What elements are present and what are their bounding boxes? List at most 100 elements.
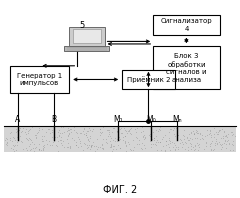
Point — [181, 142, 185, 145]
Point — [117, 135, 121, 138]
Point — [42, 146, 46, 149]
Point — [137, 143, 141, 146]
Point — [230, 130, 234, 133]
Point — [72, 128, 76, 131]
Point — [11, 148, 15, 151]
Point — [156, 129, 160, 132]
Point — [167, 146, 171, 149]
Point — [34, 133, 38, 136]
FancyBboxPatch shape — [72, 29, 101, 43]
Text: B: B — [51, 115, 56, 124]
Point — [16, 133, 20, 136]
Point — [127, 143, 131, 146]
Point — [198, 133, 202, 136]
Point — [50, 143, 54, 147]
Point — [111, 138, 114, 141]
Point — [186, 138, 190, 142]
Point — [177, 145, 180, 148]
Point — [10, 139, 14, 142]
Point — [225, 140, 229, 143]
Point — [128, 131, 132, 134]
Point — [148, 134, 152, 137]
Point — [54, 143, 58, 146]
Point — [5, 141, 9, 144]
Point — [147, 133, 151, 136]
Point — [193, 144, 197, 148]
Point — [176, 133, 180, 136]
Point — [37, 126, 41, 129]
Point — [90, 144, 94, 147]
Point — [98, 130, 102, 134]
Point — [119, 132, 123, 135]
Point — [86, 138, 90, 141]
Point — [124, 129, 128, 132]
Point — [209, 134, 213, 137]
Point — [178, 137, 182, 140]
Point — [124, 145, 128, 148]
Point — [166, 143, 170, 146]
Point — [79, 132, 83, 135]
Point — [79, 145, 83, 148]
Point — [176, 134, 180, 137]
Point — [131, 138, 135, 142]
Point — [26, 131, 30, 134]
Point — [168, 141, 172, 144]
Point — [85, 144, 89, 147]
Point — [41, 148, 45, 151]
Point — [193, 144, 197, 147]
Point — [66, 145, 69, 148]
Point — [29, 139, 33, 142]
Point — [91, 141, 95, 144]
Point — [88, 136, 92, 139]
Point — [219, 137, 223, 140]
Point — [58, 131, 62, 135]
Point — [21, 126, 24, 129]
Point — [57, 135, 61, 138]
Point — [143, 136, 147, 139]
Point — [28, 142, 32, 145]
Point — [121, 138, 125, 142]
Point — [55, 145, 59, 148]
Point — [115, 140, 119, 143]
Point — [184, 140, 187, 144]
Point — [72, 126, 76, 129]
Point — [4, 136, 8, 140]
Point — [200, 136, 204, 139]
Point — [178, 142, 182, 145]
Point — [214, 137, 217, 140]
Point — [163, 133, 167, 137]
Point — [11, 136, 15, 139]
Point — [154, 134, 158, 137]
Point — [174, 148, 177, 151]
Point — [33, 146, 37, 149]
Point — [216, 131, 220, 134]
Point — [194, 130, 198, 133]
Point — [176, 148, 180, 151]
Point — [15, 140, 19, 144]
Point — [124, 149, 127, 152]
Point — [218, 143, 222, 146]
Point — [164, 144, 168, 147]
Text: M₁: M₁ — [113, 115, 122, 124]
Point — [59, 142, 62, 145]
Point — [74, 140, 78, 143]
Point — [32, 149, 36, 152]
Point — [48, 132, 52, 135]
Point — [133, 128, 137, 131]
Point — [217, 129, 221, 132]
Point — [85, 146, 89, 149]
Point — [139, 130, 143, 133]
Point — [186, 146, 190, 149]
Point — [109, 143, 113, 147]
Point — [104, 138, 108, 141]
Point — [204, 142, 208, 145]
Point — [76, 146, 80, 149]
Point — [188, 142, 192, 145]
Point — [53, 135, 57, 139]
Point — [93, 149, 96, 152]
Point — [202, 148, 206, 151]
Point — [154, 140, 158, 143]
Point — [19, 130, 23, 134]
Point — [76, 135, 80, 138]
Point — [152, 137, 156, 140]
